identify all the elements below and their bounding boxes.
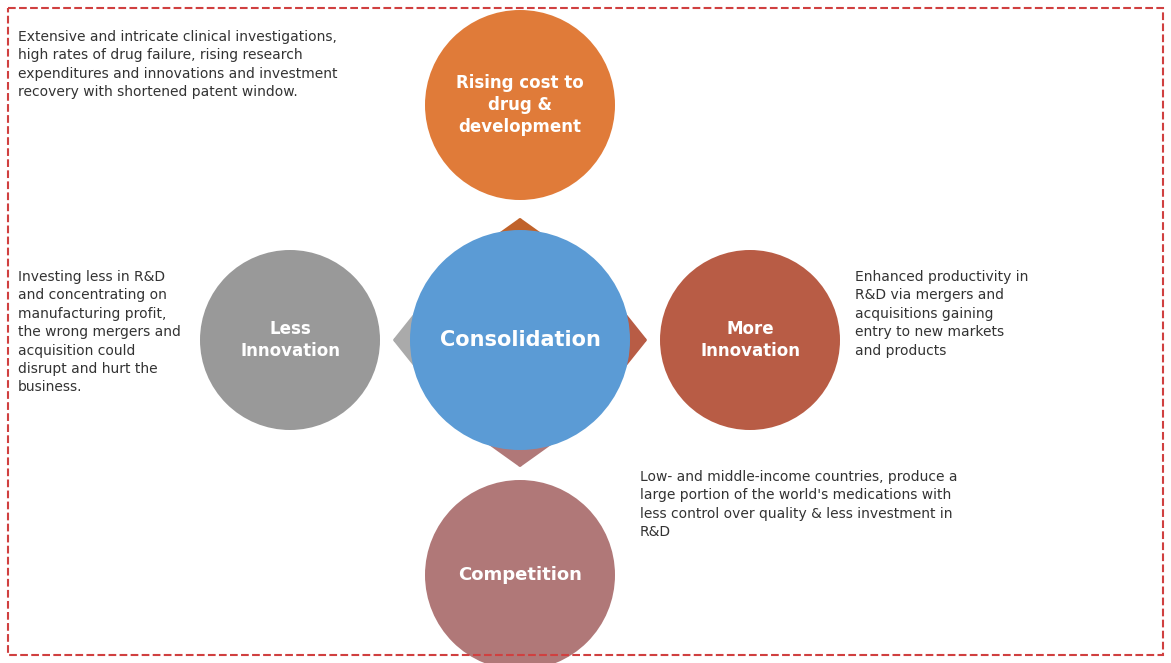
Circle shape: [410, 230, 630, 450]
Text: Less
Innovation: Less Innovation: [240, 320, 340, 360]
Text: More
Innovation: More Innovation: [700, 320, 800, 360]
Circle shape: [660, 250, 840, 430]
Text: Consolidation: Consolidation: [439, 330, 601, 350]
Text: Extensive and intricate clinical investigations,
high rates of drug failure, ris: Extensive and intricate clinical investi…: [18, 30, 337, 99]
Text: Rising cost to
drug &
development: Rising cost to drug & development: [457, 74, 584, 136]
Text: Enhanced productivity in
R&D via mergers and
acquisitions gaining
entry to new m: Enhanced productivity in R&D via mergers…: [855, 270, 1028, 357]
Text: Low- and middle-income countries, produce a
large portion of the world's medicat: Low- and middle-income countries, produc…: [641, 470, 958, 539]
Text: Competition: Competition: [458, 566, 582, 584]
Circle shape: [425, 10, 615, 200]
Text: Investing less in R&D
and concentrating on
manufacturing profit,
the wrong merge: Investing less in R&D and concentrating …: [18, 270, 180, 394]
Circle shape: [200, 250, 381, 430]
Circle shape: [425, 480, 615, 663]
